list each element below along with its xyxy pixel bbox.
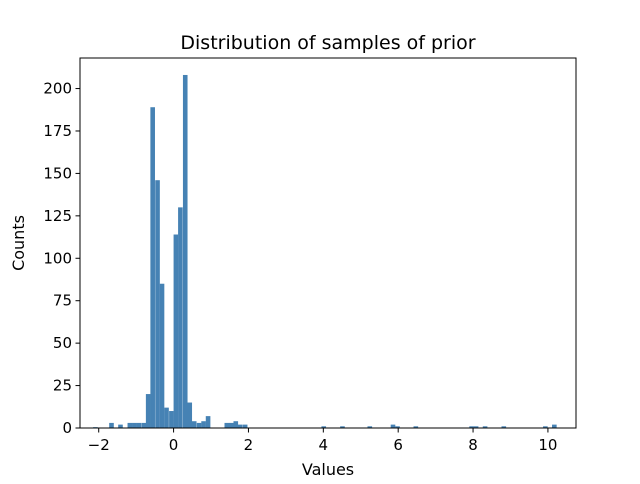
histogram-bar xyxy=(136,422,142,428)
histogram-bar xyxy=(233,421,239,428)
histogram-bar xyxy=(155,180,160,428)
histogram-bar xyxy=(224,422,230,428)
histogram-bar xyxy=(141,422,146,428)
histogram-bar xyxy=(201,421,206,428)
histogram-bar xyxy=(187,402,193,428)
histogram-bar xyxy=(321,426,327,428)
plot-frame xyxy=(79,57,577,429)
histogram-bar xyxy=(340,426,345,428)
histogram-bar xyxy=(196,422,202,428)
histogram-bar xyxy=(482,426,488,428)
y-tick-label: 200 xyxy=(43,80,72,98)
histogram-bar xyxy=(109,422,114,428)
histogram-bar xyxy=(469,426,474,428)
histogram-bar xyxy=(205,416,211,428)
histogram-bar xyxy=(552,424,557,428)
histogram-bar xyxy=(145,394,151,428)
histogram-bar xyxy=(543,426,548,428)
x-tick-label: −2 xyxy=(88,436,110,454)
histogram-bar xyxy=(127,422,133,428)
y-tick-label: 50 xyxy=(53,334,72,352)
histogram-bar xyxy=(164,407,169,428)
x-tick-label: 10 xyxy=(538,436,557,454)
x-tick-label: 8 xyxy=(468,436,478,454)
histogram-bar xyxy=(132,422,137,428)
histogram-bar xyxy=(118,424,123,428)
y-tick-label: 125 xyxy=(43,207,72,225)
histogram-bar xyxy=(367,426,373,428)
x-axis-label: Values xyxy=(302,460,354,479)
histogram-bar xyxy=(237,424,243,428)
y-tick-label: 25 xyxy=(53,377,72,395)
histogram-bar xyxy=(413,426,419,428)
y-tick-label: 0 xyxy=(62,419,72,437)
histogram-bar xyxy=(473,426,479,428)
histogram-bar xyxy=(390,424,396,428)
histogram-bar xyxy=(159,283,165,428)
histogram-bar xyxy=(150,107,155,428)
x-tick-label: 0 xyxy=(169,436,179,454)
x-tick-label: 4 xyxy=(319,436,329,454)
histogram-bar xyxy=(242,424,248,428)
histogram-bar xyxy=(178,207,183,428)
y-tick-label: 75 xyxy=(53,292,72,310)
y-tick-label: 100 xyxy=(43,249,72,267)
chart-title: Distribution of samples of prior xyxy=(180,32,475,54)
x-axis-ticks: −2 0 2 4 6 8 10 xyxy=(88,428,557,454)
histogram-bar xyxy=(191,421,197,428)
histogram-bar xyxy=(182,74,188,428)
y-axis-ticks: 0 25 50 75 100 125 150 175 200 xyxy=(43,80,80,437)
y-axis-label: Counts xyxy=(9,215,28,271)
histogram-bar xyxy=(501,426,507,428)
x-tick-label: 2 xyxy=(244,436,254,454)
histogram-bar xyxy=(169,411,174,428)
x-tick-label: 6 xyxy=(393,436,403,454)
histogram-bar xyxy=(395,426,400,428)
histogram-bar xyxy=(173,234,179,428)
histogram-bar xyxy=(228,422,234,428)
bars-group xyxy=(93,74,557,428)
y-tick-label: 175 xyxy=(43,122,72,140)
y-tick-label: 150 xyxy=(43,164,72,182)
